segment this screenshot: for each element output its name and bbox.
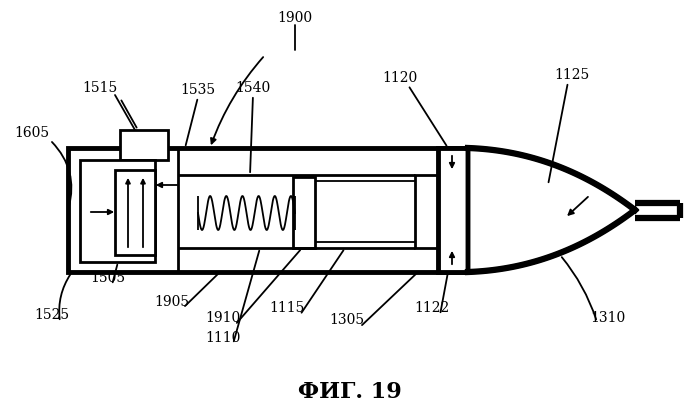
Text: ФИГ. 19: ФИГ. 19: [298, 381, 402, 403]
Text: 1120: 1120: [382, 71, 418, 85]
Text: 1310: 1310: [590, 311, 626, 325]
Text: 1505: 1505: [90, 271, 125, 285]
Text: 1900: 1900: [277, 11, 313, 25]
Polygon shape: [468, 148, 635, 272]
Bar: [115, 170, 155, 255]
Bar: [68, 148, 468, 272]
Text: 1525: 1525: [34, 308, 69, 322]
Text: 1110: 1110: [205, 331, 241, 345]
Text: 1122: 1122: [414, 301, 449, 315]
Text: 1115: 1115: [270, 301, 304, 315]
Bar: [635, 203, 680, 218]
Text: 1540: 1540: [235, 81, 271, 95]
Text: 1125: 1125: [554, 68, 589, 82]
Text: 1515: 1515: [83, 81, 118, 95]
Text: 1910: 1910: [205, 311, 241, 325]
Text: 1905: 1905: [155, 295, 190, 309]
Bar: [293, 177, 315, 248]
Bar: [120, 130, 168, 160]
Text: 1535: 1535: [181, 83, 216, 97]
Bar: [80, 160, 155, 262]
Text: 1605: 1605: [15, 126, 50, 140]
Bar: [415, 175, 438, 248]
Text: 1305: 1305: [330, 313, 365, 327]
Bar: [438, 148, 468, 272]
